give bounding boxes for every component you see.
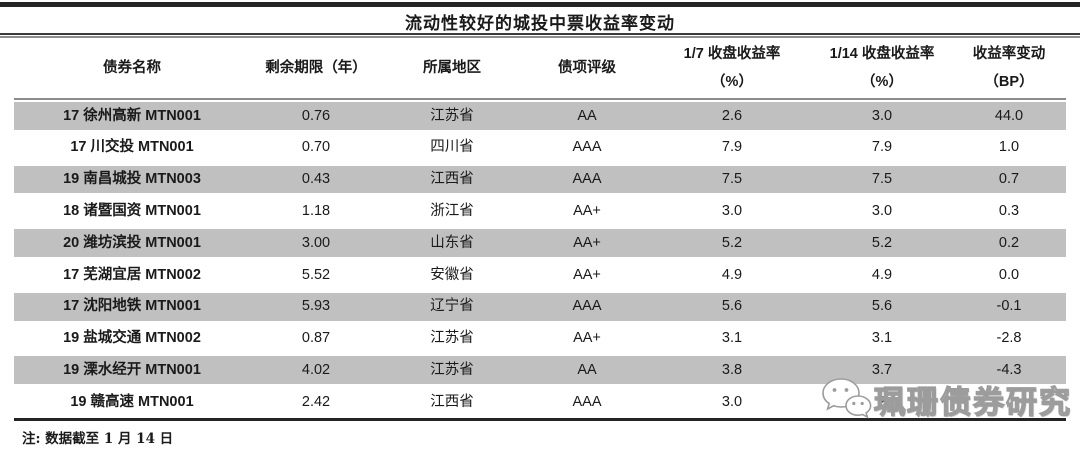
cell-bond-rating: AA+ xyxy=(573,234,601,251)
cell-yield-0107: 7.5 xyxy=(721,171,743,188)
cell-yield-0107: 2.6 xyxy=(721,107,743,124)
title-divider xyxy=(0,33,1080,38)
cell-region: 安徽省 xyxy=(430,266,474,283)
cell-bond-rating: AA xyxy=(577,362,597,379)
cell-yield-0114: 7.5 xyxy=(871,171,893,188)
header-divider xyxy=(14,98,1066,100)
cell-yield-change-bp: -0.1 xyxy=(996,298,1022,315)
cell-region: 辽宁省 xyxy=(430,298,474,315)
cell-region: 四川省 xyxy=(430,139,474,156)
cell-yield-change-bp: 0.0 xyxy=(998,266,1020,283)
cell-yield-0114: 3.1 xyxy=(871,330,893,347)
cell-bond-rating: AA+ xyxy=(573,203,601,220)
cell-yield-0107: 3.1 xyxy=(721,330,743,347)
cell-yield-0107: 3.8 xyxy=(721,362,743,379)
table-row: 19 南昌城投 MTN003 0.43 江西省 AAA 7.5 7.5 0.7 xyxy=(14,163,1066,196)
cell-region: 江苏省 xyxy=(430,107,474,124)
cell-bond-name: 18 诸暨国资 MTN001 xyxy=(63,203,201,220)
cell-bond-name: 17 芜湖宜居 MTN002 xyxy=(63,266,201,283)
col-header-bond-rating: 债项评级 xyxy=(558,59,616,76)
cell-yield-0107: 4.9 xyxy=(721,266,743,283)
cell-region: 山东省 xyxy=(430,234,474,251)
table-row: 17 徐州高新 MTN001 0.76 江苏省 AA 2.6 3.0 44.0 xyxy=(14,100,1066,132)
cell-remaining-maturity: 5.93 xyxy=(301,298,331,315)
cell-remaining-maturity: 3.00 xyxy=(301,234,331,251)
cell-yield-0107: 3.0 xyxy=(721,393,743,410)
cell-yield-change-bp: -2.8 xyxy=(996,330,1022,347)
cell-yield-0114: 5.2 xyxy=(871,234,893,251)
cell-yield-change-bp: -4.3 xyxy=(996,362,1022,379)
cell-bond-name: 20 潍坊滨投 MTN001 xyxy=(63,234,201,251)
cell-bond-rating: AAA xyxy=(572,393,602,410)
top-divider xyxy=(0,2,1080,7)
cell-bond-name: 19 盐城交通 MTN002 xyxy=(63,330,201,347)
cell-bond-name: 17 沈阳地铁 MTN001 xyxy=(63,298,201,315)
cell-bond-name: 19 溧水经开 MTN001 xyxy=(63,362,201,379)
cell-yield-change-bp: 0.3 xyxy=(998,203,1020,220)
table-row: 18 诸暨国资 MTN001 1.18 浙江省 AA+ 3.0 3.0 0.3 xyxy=(14,195,1066,227)
col-header-yield-0114: 1/14 收盘收益率 （%） xyxy=(829,45,935,90)
cell-region: 江西省 xyxy=(430,393,474,410)
cell-remaining-maturity: 0.70 xyxy=(301,139,331,156)
cell-remaining-maturity: 0.87 xyxy=(301,330,331,347)
cell-bond-name: 17 川交投 MTN001 xyxy=(70,139,194,156)
col-header-region: 所属地区 xyxy=(423,58,481,76)
data-table: 债券名称 剩余期限（年） 所属地区 债项评级 1/7 收盘收益率 （%） 1/1… xyxy=(14,38,1066,421)
cell-yield-0114: 3.7 xyxy=(871,362,893,379)
cell-remaining-maturity: 5.52 xyxy=(301,266,331,283)
cell-yield-0114: 3.0 xyxy=(871,107,893,124)
cell-region: 浙江省 xyxy=(430,203,474,220)
cell-yield-0107: 7.9 xyxy=(721,139,743,156)
cell-yield-0107: 5.6 xyxy=(721,298,743,315)
table-row: 20 潍坊滨投 MTN001 3.00 山东省 AA+ 5.2 5.2 0.2 xyxy=(14,227,1066,259)
table-row: 17 川交投 MTN001 0.70 四川省 AAA 7.9 7.9 1.0 xyxy=(14,132,1066,164)
cell-bond-name: 19 南昌城投 MTN003 xyxy=(63,171,201,188)
cell-yield-0114: 7.9 xyxy=(871,139,893,156)
cell-region: 江苏省 xyxy=(430,362,474,379)
cell-bond-rating: AAA xyxy=(572,298,602,315)
cell-yield-change-bp: 44.0 xyxy=(994,107,1024,124)
col-header-remaining-maturity: 剩余期限（年） xyxy=(265,59,367,76)
table-bottom-divider xyxy=(14,417,1066,421)
cell-bond-rating: AA xyxy=(577,107,597,124)
cell-bond-name: 19 赣高速 MTN001 xyxy=(70,393,194,410)
col-header-bond-name: 债券名称 xyxy=(103,59,161,76)
table-title: 流动性较好的城投中票收益率变动 xyxy=(405,14,675,33)
cell-remaining-maturity: 0.76 xyxy=(301,107,331,124)
cell-yield-0114: 2 xyxy=(877,393,887,410)
cell-bond-rating: AA+ xyxy=(573,330,601,347)
cell-remaining-maturity: 1.18 xyxy=(301,203,331,220)
cell-yield-0114: 4.9 xyxy=(871,266,893,283)
cell-yield-0114: 5.6 xyxy=(871,298,893,315)
cell-yield-0114: 3.0 xyxy=(871,203,893,220)
cell-bond-name: 17 徐州高新 MTN001 xyxy=(63,107,201,124)
table-row: 17 芜湖宜居 MTN002 5.52 安徽省 AA+ 4.9 4.9 0.0 xyxy=(14,259,1066,291)
col-header-yield-change-bp: 收益率变动 （BP） xyxy=(972,45,1046,90)
table-header-row: 债券名称 剩余期限（年） 所属地区 债项评级 1/7 收盘收益率 （%） 1/1… xyxy=(14,38,1066,98)
cell-region: 江西省 xyxy=(430,171,474,188)
cell-yield-change-bp: 0.7 xyxy=(998,171,1020,188)
cell-yield-change-bp: 1.0 xyxy=(998,139,1020,156)
cell-bond-rating: AAA xyxy=(572,171,602,188)
table-row: 17 沈阳地铁 MTN001 5.93 辽宁省 AAA 5.6 5.6 -0.1 xyxy=(14,290,1066,323)
table-footnote: 注: 数据截至 1 月 14 日 xyxy=(22,431,174,447)
table-row: 19 赣高速 MTN001 2.42 江西省 AAA 3.0 2 xyxy=(14,386,1066,418)
table-row: 19 盐城交通 MTN002 0.87 江苏省 AA+ 3.1 3.1 -2.8 xyxy=(14,323,1066,355)
col-header-yield-0107: 1/7 收盘收益率 （%） xyxy=(683,45,781,90)
cell-remaining-maturity: 4.02 xyxy=(301,362,331,379)
cell-bond-rating: AAA xyxy=(572,139,602,156)
cell-bond-rating: AA+ xyxy=(573,266,601,283)
table-row: 19 溧水经开 MTN001 4.02 江苏省 AA 3.8 3.7 -4.3 xyxy=(14,354,1066,387)
table-body: 17 徐州高新 MTN001 0.76 江苏省 AA 2.6 3.0 44.0 … xyxy=(14,100,1066,418)
cell-yield-0107: 3.0 xyxy=(721,203,743,220)
cell-remaining-maturity: 2.42 xyxy=(301,393,331,410)
cell-yield-0107: 5.2 xyxy=(721,234,743,251)
cell-remaining-maturity: 0.43 xyxy=(301,171,331,188)
cell-region: 江苏省 xyxy=(430,330,474,347)
cell-yield-change-bp: 0.2 xyxy=(998,234,1020,251)
